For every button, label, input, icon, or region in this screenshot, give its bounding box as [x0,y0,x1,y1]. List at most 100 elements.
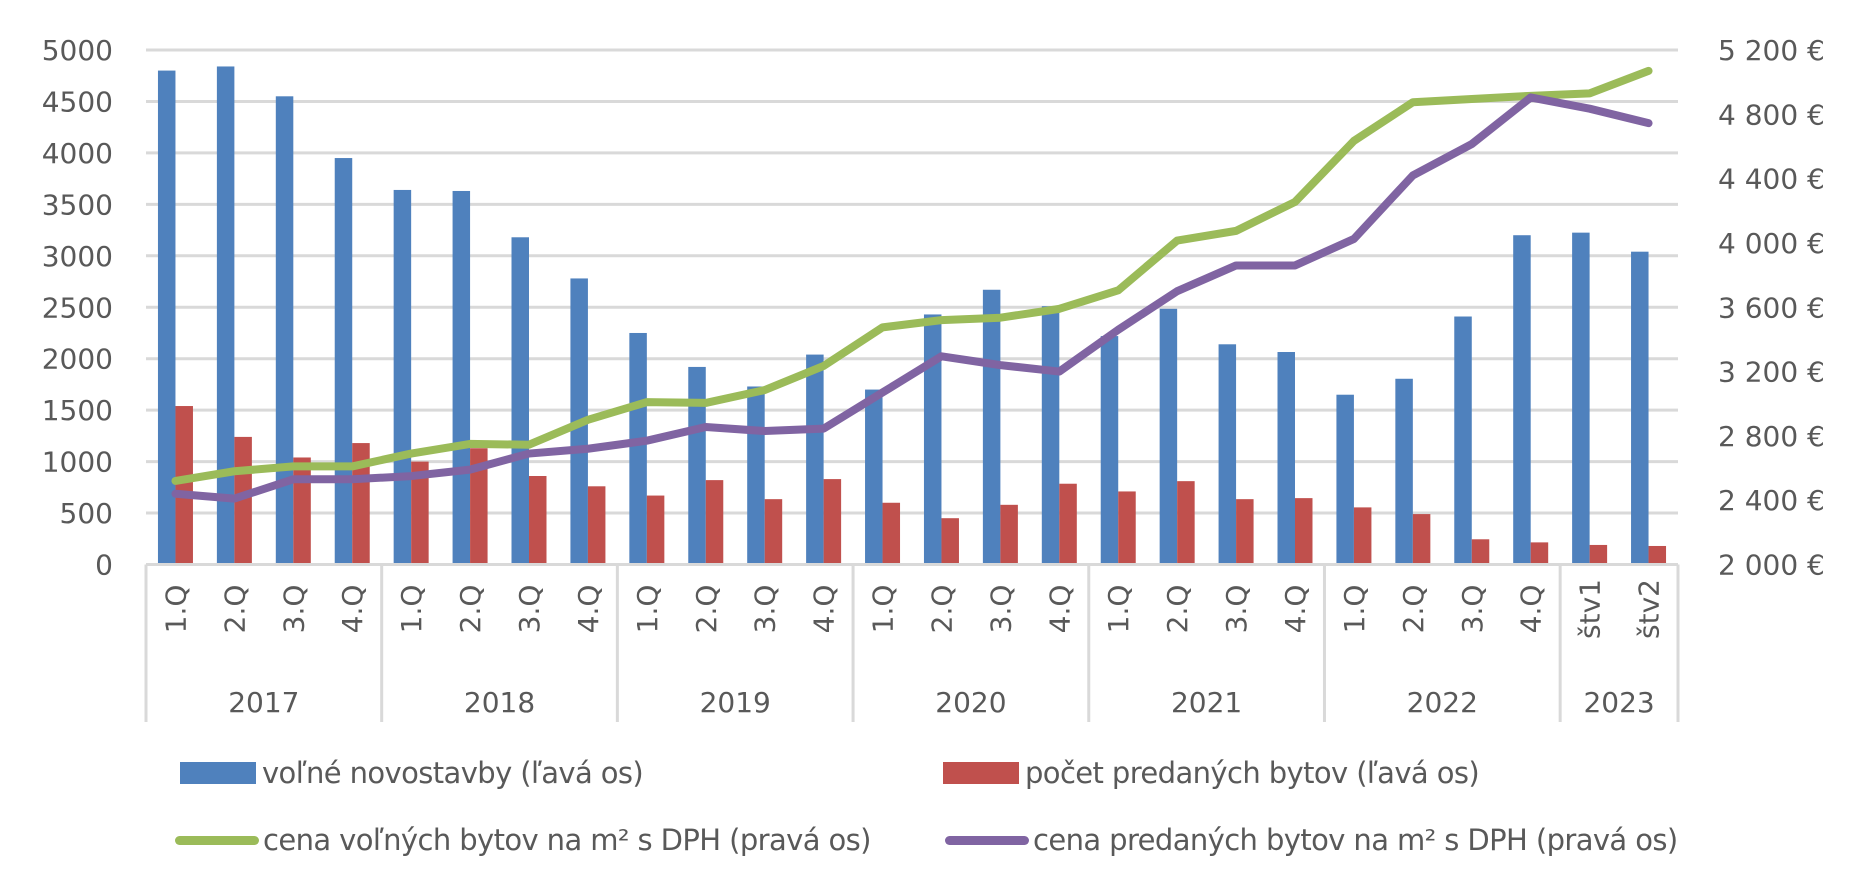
bar-free-new-builds [1454,316,1472,565]
left-axis-tick-label: 2000 [42,343,113,376]
gridlines [146,48,1678,515]
category-tick-label: 3.Q [277,585,310,634]
legend-label: cena predaných bytov na m² s DPH (pravá … [1033,823,1678,857]
bar-free-new-builds [393,189,412,565]
category-tick-label: 1.Q [1102,585,1135,634]
bar-sold-flats [764,499,783,565]
bar-sold-flats [470,448,488,565]
bar-sold-flats [882,502,901,565]
category-tick-label: 2.Q [1397,585,1430,634]
bar-free-new-builds [1277,352,1295,565]
bar-free-new-builds [511,237,529,565]
legend-label: počet predaných bytov (ľavá os) [1025,756,1480,790]
bar-sold-flats [293,457,311,565]
bar-free-new-builds [1572,232,1590,565]
bar-sold-flats [1295,498,1313,565]
year-label: 2023 [1583,686,1654,719]
right-axis-tick-label: 5 200 € [1718,34,1825,67]
bar-sold-flats [1353,507,1372,565]
category-tick-label: štv1 [1574,579,1607,639]
bar-free-new-builds [747,386,765,565]
left-axis-tick-label: 1000 [42,446,113,479]
year-label: 2022 [1407,686,1478,719]
x-axis: 1.Q 2.Q 3.Q 4.Q 1.Q 2.Q 3.Q 4.Q 1.Q 2.Q 3.Q 4.Q 1.Q 2… [144,563,1680,722]
legend-label: voľné novostavby (ľavá os) [262,756,644,790]
year-label: 2021 [1171,686,1242,719]
left-axis-tick-label: 500 [60,497,113,530]
category-tick-label: 1.Q [631,585,664,634]
right-axis-tick-label: 3 200 € [1718,356,1825,389]
left-axis-tick-label: 3000 [42,240,113,273]
bar-sold-flats [705,480,724,565]
bar-free-new-builds [1395,378,1413,565]
bar-sold-flats [941,518,959,565]
year-label: 2020 [935,686,1006,719]
bar-free-new-builds [275,96,294,565]
bar-sold-flats [529,476,547,565]
bar-sold-flats [1118,491,1136,565]
category-tick-label: 1.Q [867,585,900,634]
bar-sold-flats [175,406,193,565]
bar-sold-flats [1530,542,1549,565]
category-tick-label: 2.Q [925,585,958,634]
category-tick-label: 4.Q [1279,585,1312,634]
legend-swatch-purple [945,835,1029,845]
bar-free-new-builds [452,190,471,565]
right-axis-ticks: 2 000 € 2 400 € 2 800 € 3 200 € 3 600 € 4 000… [1718,34,1825,582]
right-axis-tick-label: 2 800 € [1718,420,1825,453]
legend-swatch-blue [180,762,256,784]
bar-sold-flats [1236,499,1254,565]
year-label: 2018 [464,686,535,719]
bar-free-new-builds [334,158,353,565]
bar-free-new-builds [806,354,824,565]
right-axis-tick-label: 4 800 € [1718,98,1825,131]
chart-plot: 0 500 1000 1500 2000 2500 3000 3500 4000 4500 5000… [42,34,1825,722]
bar-sold-flats [1059,483,1077,565]
bar-free-new-builds [629,332,647,565]
legend-item-free-new-builds: voľné novostavby (ľavá os) [180,756,644,790]
category-tick-label: 1.Q [1338,585,1371,634]
category-tick-label: 2.Q [454,585,487,634]
bar-free-new-builds [157,70,176,565]
category-tick-label: 3.Q [1456,585,1489,634]
bar-free-new-builds [1100,336,1119,565]
category-tick-label: 4.Q [336,585,369,634]
bar-sold-flats [1589,544,1608,565]
right-axis-tick-label: 2 000 € [1718,549,1825,582]
bar-free-new-builds [1513,235,1531,565]
right-axis-tick-label: 2 400 € [1718,484,1825,517]
bar-sold-flats [411,461,429,565]
left-axis-tick-label: 4000 [42,137,113,170]
category-tick-label: 4.Q [808,585,841,634]
line-free-flats-price [171,66,1653,485]
legend-swatch-green [175,835,259,845]
bar-sold-flats [1471,539,1490,565]
left-axis-tick-label: 4500 [42,85,113,118]
left-axis-tick-label: 3500 [42,188,113,221]
bar-free-new-builds [982,289,1001,565]
bar-sold-flats [1177,481,1195,565]
bar-sold-flats [1000,504,1018,565]
left-axis-tick-label: 2500 [42,291,113,324]
legend-item-sold-flats-price: cena predaných bytov na m² s DPH (pravá … [945,823,1678,857]
legend-item-sold-flats-count: počet predaných bytov (ľavá os) [943,756,1480,790]
category-tick-label: 2.Q [218,585,251,634]
line-sold-flats-price [171,93,1653,503]
bar-free-new-builds [923,314,942,565]
category-tick-label: 3.Q [749,585,782,634]
bar-series-0 [157,66,1649,565]
bar-sold-flats [352,443,370,565]
bar-free-new-builds [688,366,706,565]
left-axis-tick-label: 5000 [42,34,113,67]
category-tick-label: 3.Q [1220,585,1253,634]
category-tick-label: 2.Q [690,585,723,634]
bar-sold-flats [1648,545,1667,565]
category-tick-label: 1.Q [395,585,428,634]
category-tick-label: 3.Q [513,585,546,634]
bar-sold-flats [587,486,606,565]
category-tick-label: 3.Q [984,585,1017,634]
bar-free-new-builds [216,66,235,565]
bar-free-new-builds [1218,344,1237,565]
left-axis-tick-label: 0 [95,549,113,582]
legend-label: cena voľných bytov na m² s DPH (pravá os… [263,823,871,857]
